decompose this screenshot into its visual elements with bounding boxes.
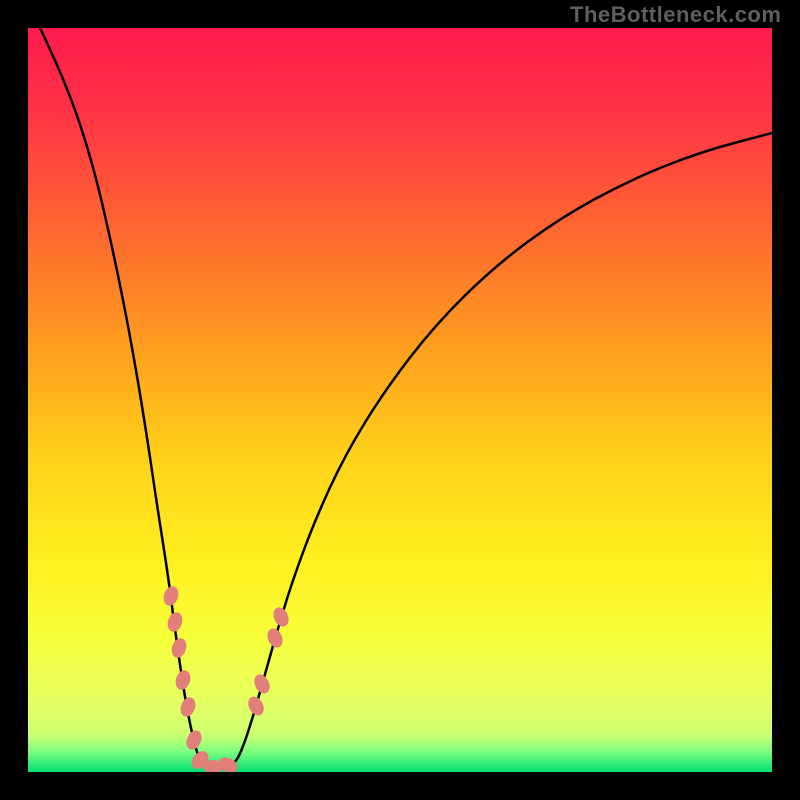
chart-svg — [0, 0, 800, 800]
watermark-text: TheBottleneck.com — [570, 2, 781, 28]
gradient-background — [28, 28, 772, 772]
chart-canvas: TheBottleneck.com — [0, 0, 800, 800]
